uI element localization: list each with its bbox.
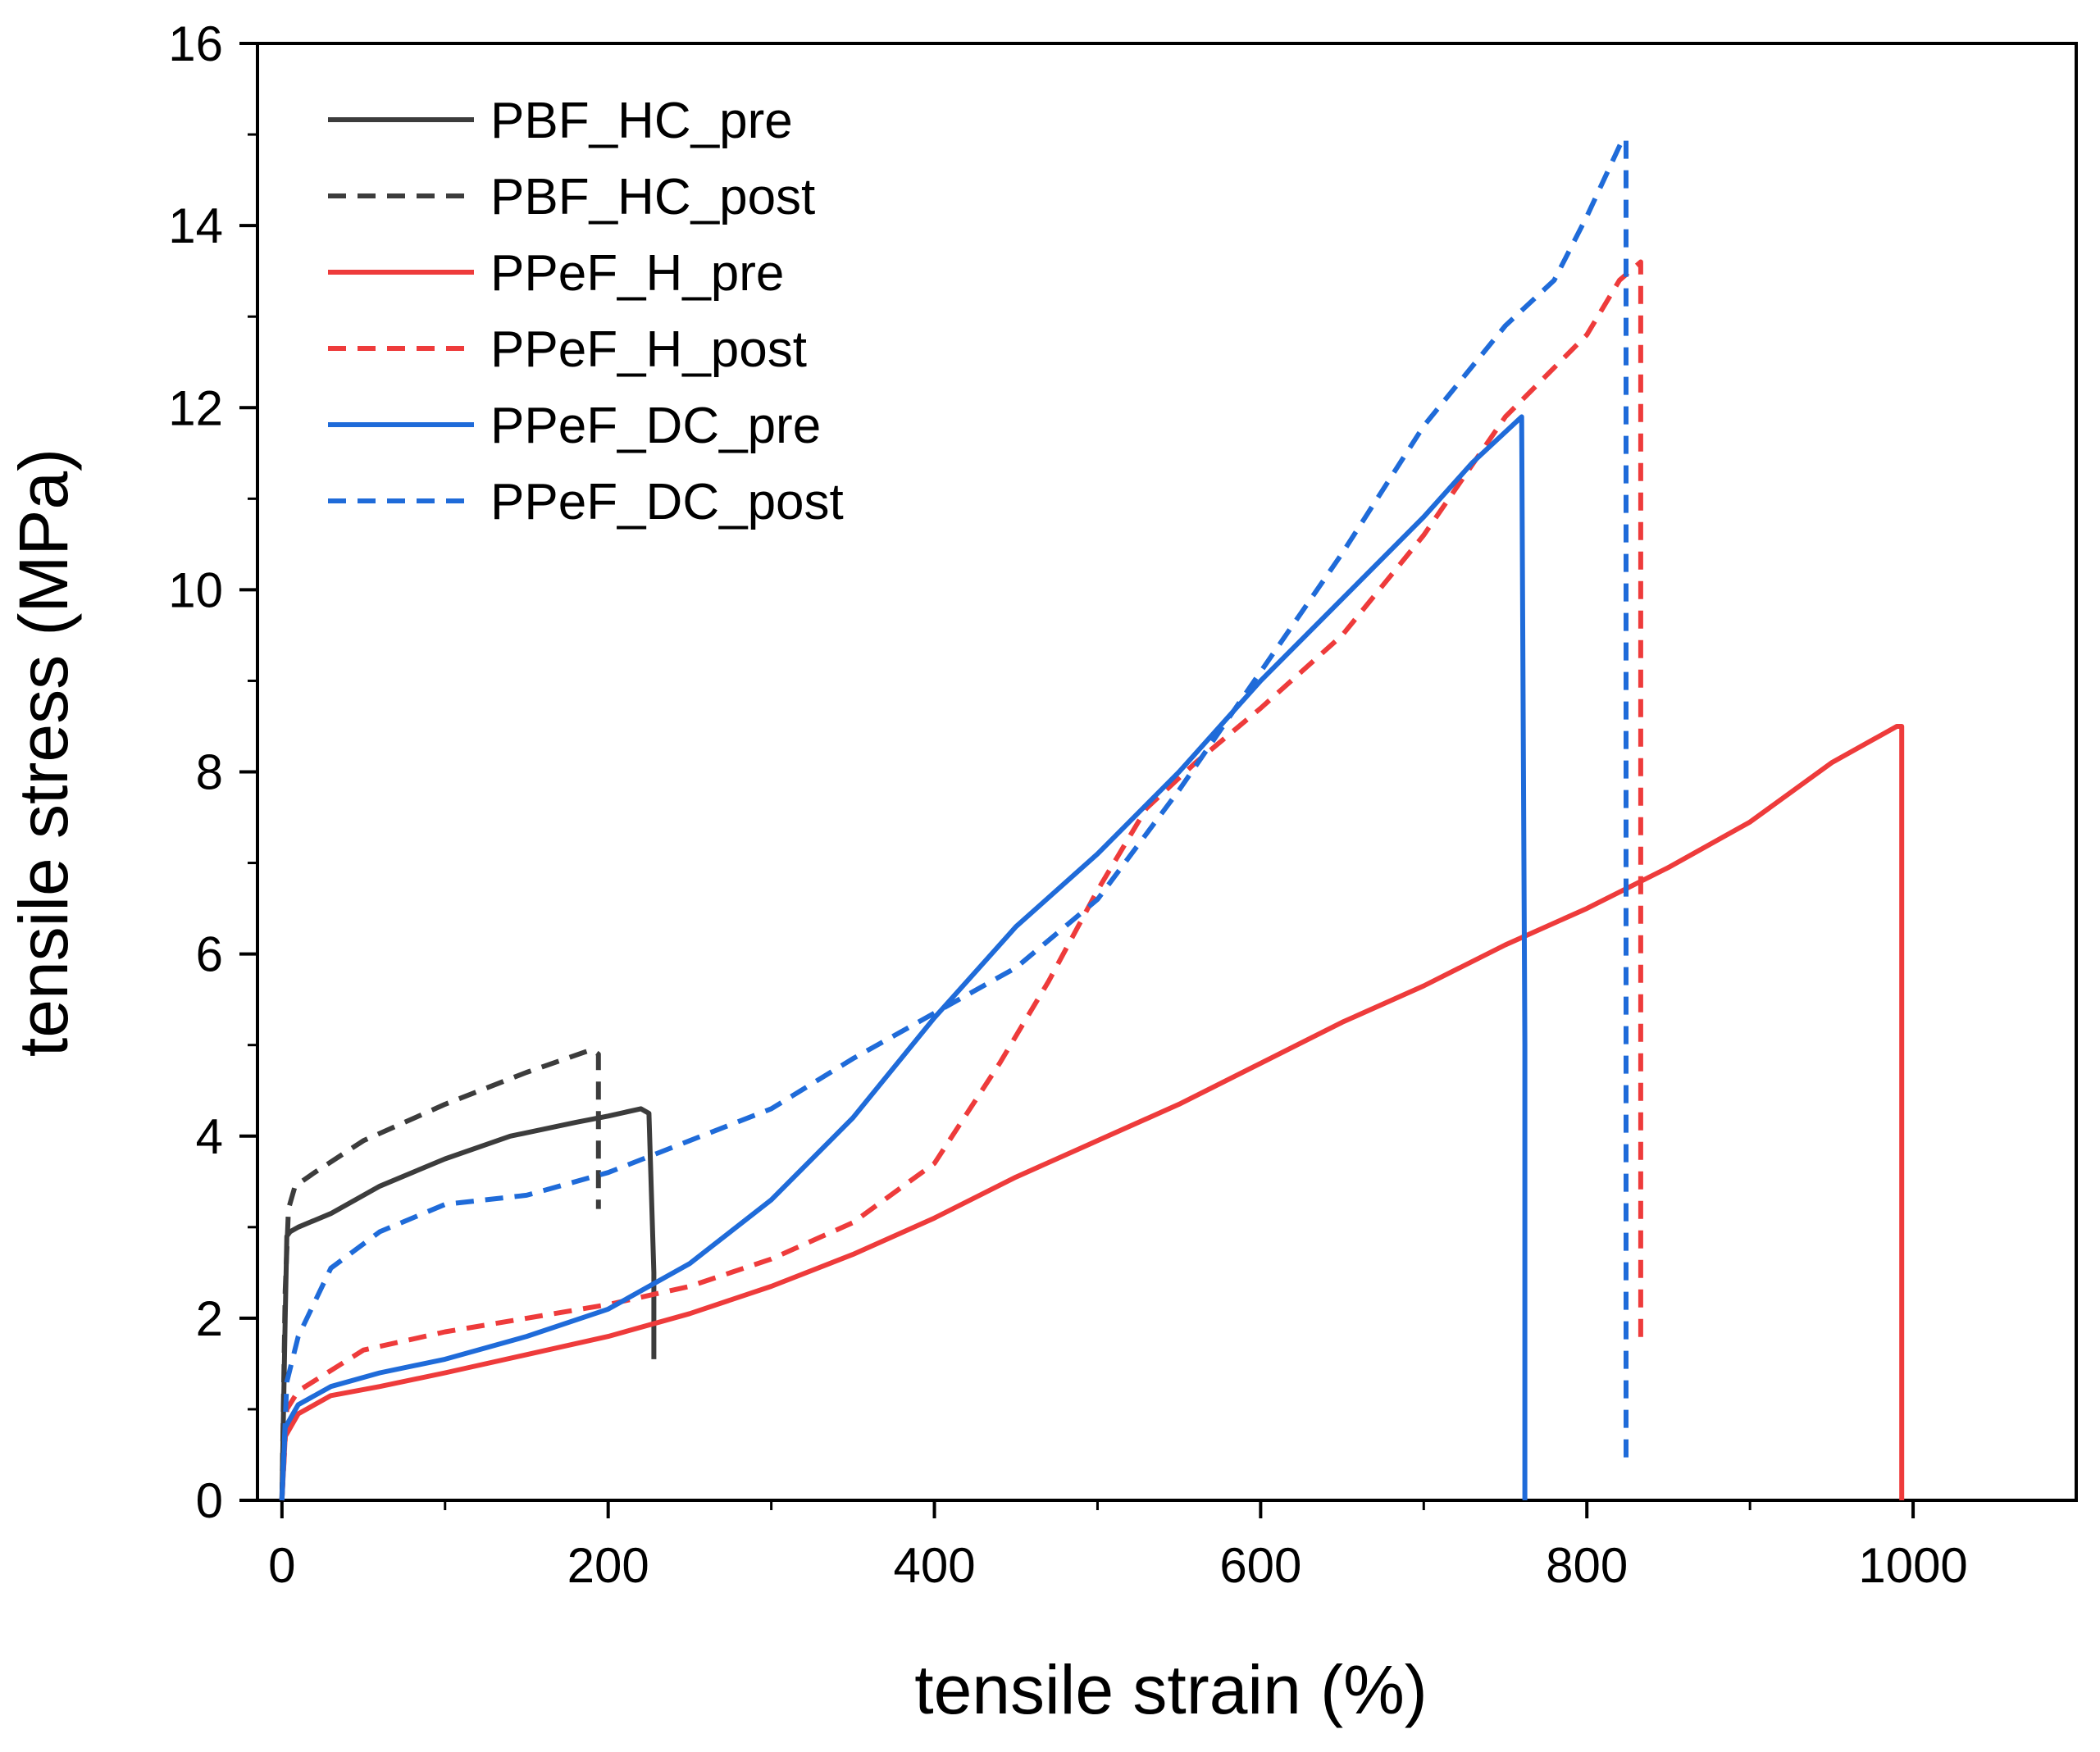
- legend-label: PPeF_DC_pre: [490, 398, 821, 454]
- series-layer: [279, 136, 1905, 1501]
- legend-label: PPeF_H_pre: [490, 245, 784, 302]
- x-tick-label: 800: [1546, 1538, 1628, 1593]
- x-tick-label: 0: [268, 1538, 295, 1593]
- series-line-ppef-h-post: [279, 259, 1643, 1501]
- legend-label: PBF_HC_post: [490, 169, 815, 225]
- y-axis-ticks: 0 2 4 6 8 10 12 14 16: [168, 16, 257, 1528]
- y-tick-label: 14: [168, 198, 223, 253]
- x-axis-ticks: 0 200 400 600 800 1000: [268, 1500, 1968, 1593]
- x-axis-title: tensile strain (%): [914, 1651, 1428, 1728]
- series-line-ppef-dc-pre: [279, 414, 1528, 1501]
- legend: PBF_HC_pre PBF_HC_post PPeF_H_pre PPeF_H_po…: [328, 93, 844, 530]
- legend-label: PPeF_DC_post: [490, 474, 844, 530]
- y-axis-title: tensile stress (MPa): [5, 448, 82, 1057]
- series-line-pbf-hc-post: [279, 1047, 601, 1501]
- x-tick-label: 200: [567, 1538, 649, 1593]
- x-tick-label: 1000: [1858, 1538, 1967, 1593]
- y-tick-label: 10: [168, 562, 223, 617]
- x-tick-label: 600: [1219, 1538, 1301, 1593]
- series-line-ppef-h-pre: [279, 724, 1905, 1501]
- y-tick-label: 16: [168, 16, 223, 71]
- y-tick-label: 2: [196, 1291, 223, 1346]
- y-tick-label: 6: [196, 927, 223, 982]
- x-tick-label: 400: [893, 1538, 975, 1593]
- legend-label: PPeF_H_post: [490, 321, 807, 378]
- y-tick-label: 4: [196, 1109, 223, 1164]
- y-tick-label: 0: [196, 1473, 223, 1528]
- legend-label: PBF_HC_pre: [490, 93, 793, 149]
- series-line-ppef-dc-post: [279, 136, 1629, 1501]
- y-tick-label: 8: [196, 745, 223, 800]
- y-tick-label: 12: [168, 380, 223, 435]
